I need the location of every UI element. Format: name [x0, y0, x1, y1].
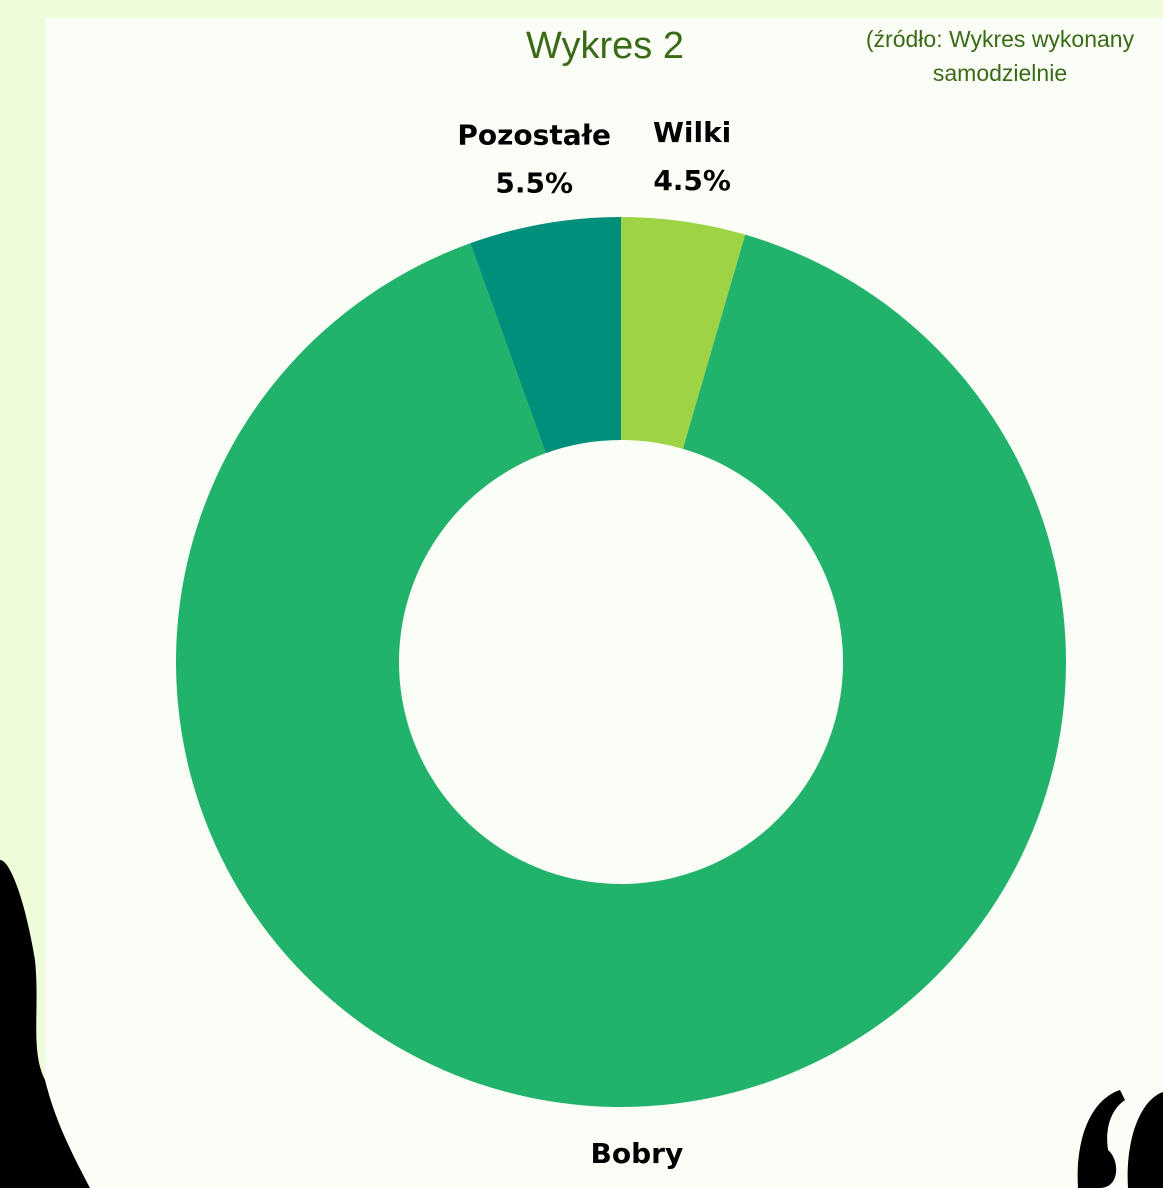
- segment-label: Wilki: [653, 116, 731, 149]
- silhouette: [0, 860, 90, 1188]
- quote-mark: [1077, 1090, 1163, 1188]
- source-note: (źródło: Wykres wykonany samodzielnie: [865, 26, 1135, 86]
- donut-segment: [176, 234, 1066, 1107]
- donut-segment: [470, 217, 621, 454]
- chart-title: Wykres 2: [526, 25, 684, 67]
- value-label: 5.5%: [495, 167, 573, 200]
- value-label: 4.5%: [653, 164, 731, 197]
- segment-label: Bobry: [591, 1137, 684, 1170]
- segment-label: Pozostałe: [457, 119, 611, 152]
- donut-segment: [621, 217, 746, 449]
